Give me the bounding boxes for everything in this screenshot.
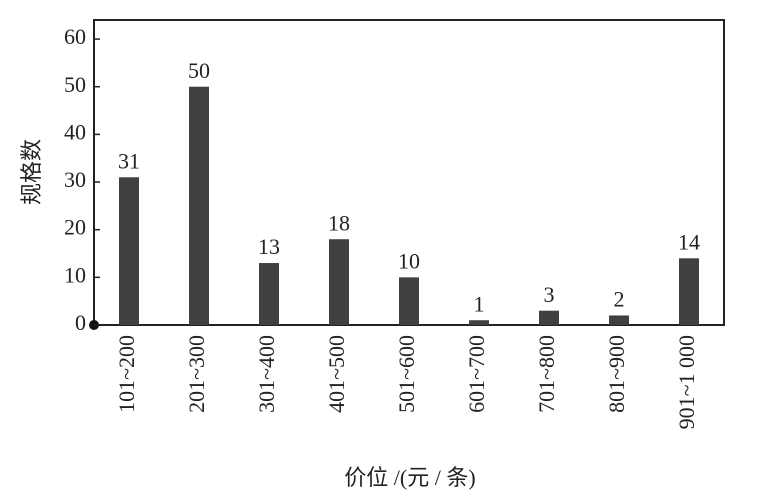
data-label: 50 (188, 58, 210, 83)
bar (189, 86, 209, 325)
x-tick-label: 101~200 (114, 335, 139, 413)
bar (399, 277, 419, 325)
x-tick-label: 301~400 (254, 335, 279, 413)
data-label: 10 (398, 248, 420, 273)
bar (469, 320, 489, 325)
bar (539, 310, 559, 325)
x-tick-label: 501~600 (394, 335, 419, 413)
y-tick-label: 50 (64, 72, 86, 97)
bar (259, 263, 279, 325)
y-tick-label: 40 (64, 119, 86, 144)
x-tick-label: 701~800 (534, 335, 559, 413)
x-tick-label: 401~500 (324, 335, 349, 413)
y-tick-label: 10 (64, 262, 86, 287)
data-label: 2 (614, 287, 625, 312)
data-label: 18 (328, 210, 350, 235)
x-tick-label: 901~1 000 (674, 335, 699, 429)
data-label: 3 (544, 282, 555, 307)
x-axis-title: 价位 /(元 / 条) (344, 465, 475, 490)
data-label: 1 (474, 291, 485, 316)
data-label: 13 (258, 234, 280, 259)
x-tick-label: 601~700 (464, 335, 489, 413)
y-tick-label: 30 (64, 167, 86, 192)
y-axis-title: 规格数 (19, 139, 44, 205)
bar (679, 258, 699, 325)
y-tick-label: 20 (64, 215, 86, 240)
y-tick-label: 0 (75, 310, 86, 335)
data-label: 14 (678, 229, 700, 254)
bar (609, 315, 629, 325)
bar (119, 177, 139, 325)
y-tick-label: 60 (64, 24, 86, 49)
bar (329, 239, 349, 325)
x-tick-label: 801~900 (604, 335, 629, 413)
x-tick-label: 201~300 (184, 335, 209, 413)
data-label: 31 (118, 148, 140, 173)
